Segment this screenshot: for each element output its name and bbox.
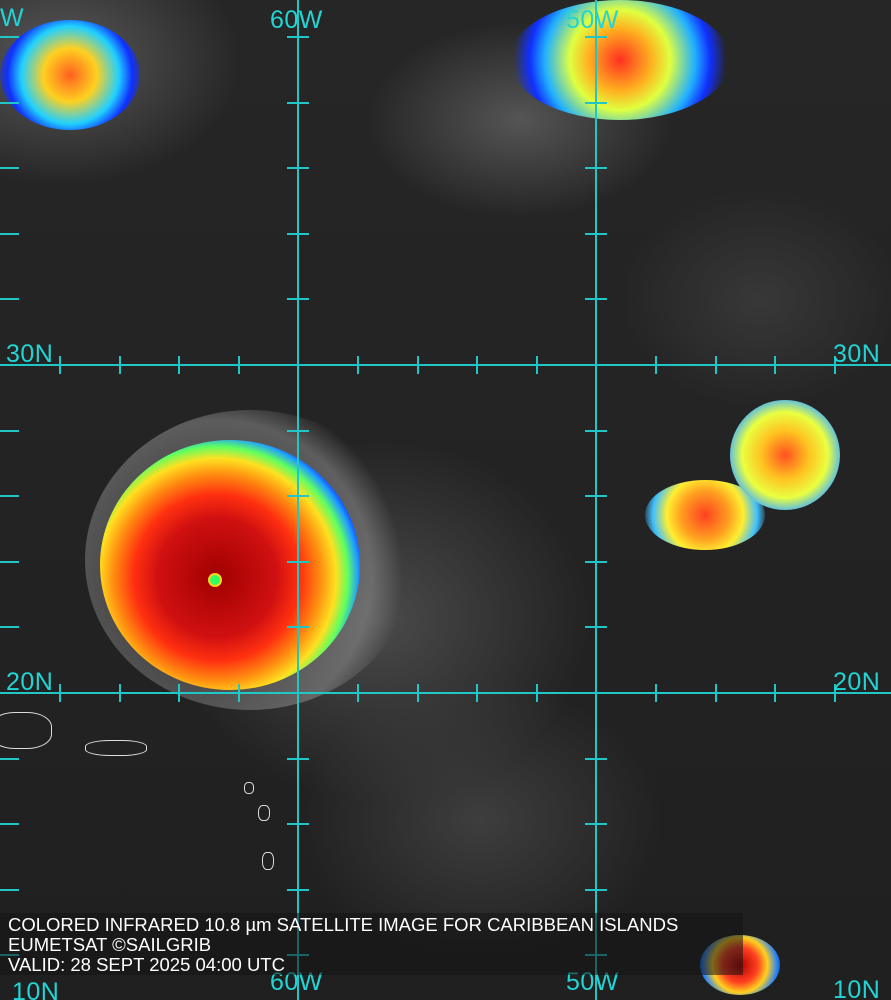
lon-label-top-left: W xyxy=(0,4,25,32)
caption-title: COLORED INFRARED 10.8 µm SATELLITE IMAGE… xyxy=(8,914,679,935)
lat-label-10n-left: 10N xyxy=(12,978,60,1000)
meridian-50w xyxy=(595,0,597,1000)
latitude-tick xyxy=(287,102,309,104)
image-caption: COLORED INFRARED 10.8 µm SATELLITE IMAGE… xyxy=(0,913,743,975)
longitude-tick xyxy=(357,356,359,374)
longitude-tick xyxy=(774,684,776,702)
lat-label-20n-left: 20N xyxy=(6,668,54,696)
latitude-tick xyxy=(585,495,607,497)
latitude-tick xyxy=(0,102,19,104)
longitude-tick xyxy=(655,684,657,702)
lon-label-60w-top: 60W xyxy=(270,6,323,34)
latitude-tick xyxy=(0,495,19,497)
longitude-tick xyxy=(536,356,538,374)
latitude-tick xyxy=(585,102,607,104)
latitude-tick xyxy=(0,626,19,628)
latitude-tick xyxy=(0,561,19,563)
caption-valid-time: VALID: 28 SEPT 2025 04:00 UTC xyxy=(8,954,285,975)
longitude-tick xyxy=(536,684,538,702)
latitude-tick xyxy=(287,758,309,760)
longitude-tick xyxy=(476,684,478,702)
lesser-antilles-island xyxy=(258,805,270,821)
latitude-tick xyxy=(0,889,19,891)
longitude-tick xyxy=(655,356,657,374)
longitude-tick xyxy=(297,356,299,374)
latitude-tick xyxy=(287,889,309,891)
cloud-cluster-north xyxy=(510,0,730,120)
latitude-tick xyxy=(0,233,19,235)
latitude-tick xyxy=(0,364,19,366)
latitude-tick xyxy=(585,889,607,891)
lat-label-10n-right: 10N xyxy=(833,976,881,1000)
longitude-tick xyxy=(119,684,121,702)
latitude-tick xyxy=(287,495,309,497)
longitude-tick xyxy=(59,684,61,702)
longitude-tick xyxy=(178,684,180,702)
parallel-20n xyxy=(0,692,891,694)
latitude-tick xyxy=(287,561,309,563)
meridian-60w xyxy=(297,0,299,1000)
latitude-tick xyxy=(0,36,19,38)
lon-label-50w-top: 50W xyxy=(566,6,619,34)
lesser-antilles-island xyxy=(244,782,254,794)
lat-label-30n-left: 30N xyxy=(6,340,54,368)
longitude-tick xyxy=(476,356,478,374)
cloud-cluster-northwest xyxy=(0,20,140,130)
longitude-tick xyxy=(774,356,776,374)
latitude-tick xyxy=(287,298,309,300)
latitude-tick xyxy=(287,823,309,825)
longitude-tick xyxy=(715,356,717,374)
cloud-cluster-east-2 xyxy=(730,400,840,510)
longitude-tick xyxy=(417,356,419,374)
latitude-tick xyxy=(0,167,19,169)
longitude-tick xyxy=(59,356,61,374)
latitude-tick xyxy=(287,430,309,432)
latitude-tick xyxy=(0,430,19,432)
parallel-30n xyxy=(0,364,891,366)
hurricane-cloud-shield xyxy=(100,440,360,690)
longitude-tick xyxy=(595,356,597,374)
latitude-tick xyxy=(585,233,607,235)
latitude-tick xyxy=(585,430,607,432)
latitude-tick xyxy=(0,298,19,300)
hurricane-eye xyxy=(208,573,222,587)
latitude-tick xyxy=(585,167,607,169)
latitude-tick xyxy=(287,233,309,235)
longitude-tick xyxy=(119,356,121,374)
longitude-tick xyxy=(357,684,359,702)
latitude-tick xyxy=(0,758,19,760)
latitude-tick xyxy=(585,823,607,825)
latitude-tick xyxy=(287,36,309,38)
longitude-tick xyxy=(417,684,419,702)
longitude-tick xyxy=(178,356,180,374)
latitude-tick xyxy=(0,692,19,694)
longitude-tick xyxy=(834,356,836,374)
latitude-tick xyxy=(585,561,607,563)
latitude-tick xyxy=(585,298,607,300)
latitude-tick xyxy=(585,758,607,760)
hispaniola-coastline xyxy=(0,712,52,749)
latitude-tick xyxy=(287,626,309,628)
longitude-tick xyxy=(834,684,836,702)
longitude-tick xyxy=(595,684,597,702)
latitude-tick xyxy=(287,167,309,169)
lesser-antilles-island xyxy=(262,852,274,870)
longitude-tick xyxy=(238,356,240,374)
latitude-tick xyxy=(585,626,607,628)
longitude-tick xyxy=(715,684,717,702)
caption-source: EUMETSAT ©SAILGRIB xyxy=(8,934,212,955)
lat-label-20n-right: 20N xyxy=(833,668,881,696)
puerto-rico-coastline xyxy=(85,740,147,756)
lat-label-30n-right: 30N xyxy=(833,340,881,368)
latitude-tick xyxy=(0,823,19,825)
longitude-tick xyxy=(297,684,299,702)
latitude-tick xyxy=(585,36,607,38)
longitude-tick xyxy=(238,684,240,702)
